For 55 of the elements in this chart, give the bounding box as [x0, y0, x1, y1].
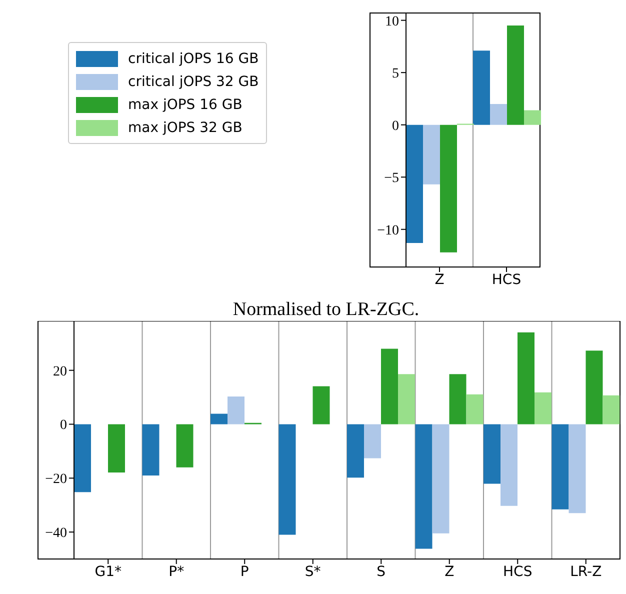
bar [176, 424, 194, 468]
bar [484, 424, 500, 484]
y-tick-label: 10 [385, 14, 399, 30]
bar [552, 424, 569, 510]
bar [74, 424, 91, 492]
bar [278, 424, 296, 535]
legend-label: max jOPS 16 GB [128, 96, 242, 112]
bar [108, 424, 125, 472]
bar [381, 348, 398, 424]
bar [490, 104, 507, 125]
y-tick-label: −20 [45, 472, 67, 488]
bar [364, 424, 381, 458]
bar [524, 110, 541, 125]
bar [406, 124, 423, 243]
legend-label: max jOPS 32 GB [128, 120, 242, 136]
bar [518, 332, 534, 424]
bar [586, 350, 603, 424]
x-tick-label: Z [434, 272, 444, 288]
x-tick-label: G1* [94, 564, 122, 580]
x-tick-label: S* [304, 564, 321, 580]
chart-title: Normalised to LR-ZGC. [232, 299, 420, 321]
bar [423, 124, 440, 184]
y-tick-label: 0 [60, 418, 67, 434]
bar [449, 374, 466, 424]
bar [602, 395, 620, 424]
bar [440, 124, 457, 252]
x-tick-label: HCS [492, 272, 522, 288]
bar [142, 424, 160, 476]
bar [210, 414, 228, 424]
x-tick-label: P* [168, 564, 184, 580]
x-tick-label: LR-Z [570, 564, 602, 580]
legend-label: critical jOPS 32 GB [128, 74, 259, 90]
bar [500, 424, 518, 506]
y-tick-label: −10 [377, 223, 399, 238]
bar [473, 50, 490, 125]
legend-label: critical jOPS 16 GB [128, 50, 259, 66]
x-tick-label: P [240, 564, 249, 580]
x-tick-label: HCS [503, 564, 532, 580]
y-tick-label: −40 [45, 526, 67, 542]
y-tick-label: 20 [53, 364, 67, 380]
bar [228, 396, 244, 424]
bar [507, 26, 524, 125]
y-tick-label: 0 [392, 118, 399, 134]
bar [432, 424, 450, 534]
bar [466, 394, 484, 424]
bar [415, 424, 432, 549]
y-tick-label: 5 [392, 66, 399, 82]
bar [534, 392, 552, 424]
bar [398, 374, 415, 424]
x-tick-label: S [376, 564, 386, 580]
bar [312, 386, 330, 424]
bar [347, 424, 364, 478]
y-tick-label: −5 [384, 171, 399, 186]
bar [568, 424, 586, 514]
x-tick-label: Z [444, 564, 454, 580]
